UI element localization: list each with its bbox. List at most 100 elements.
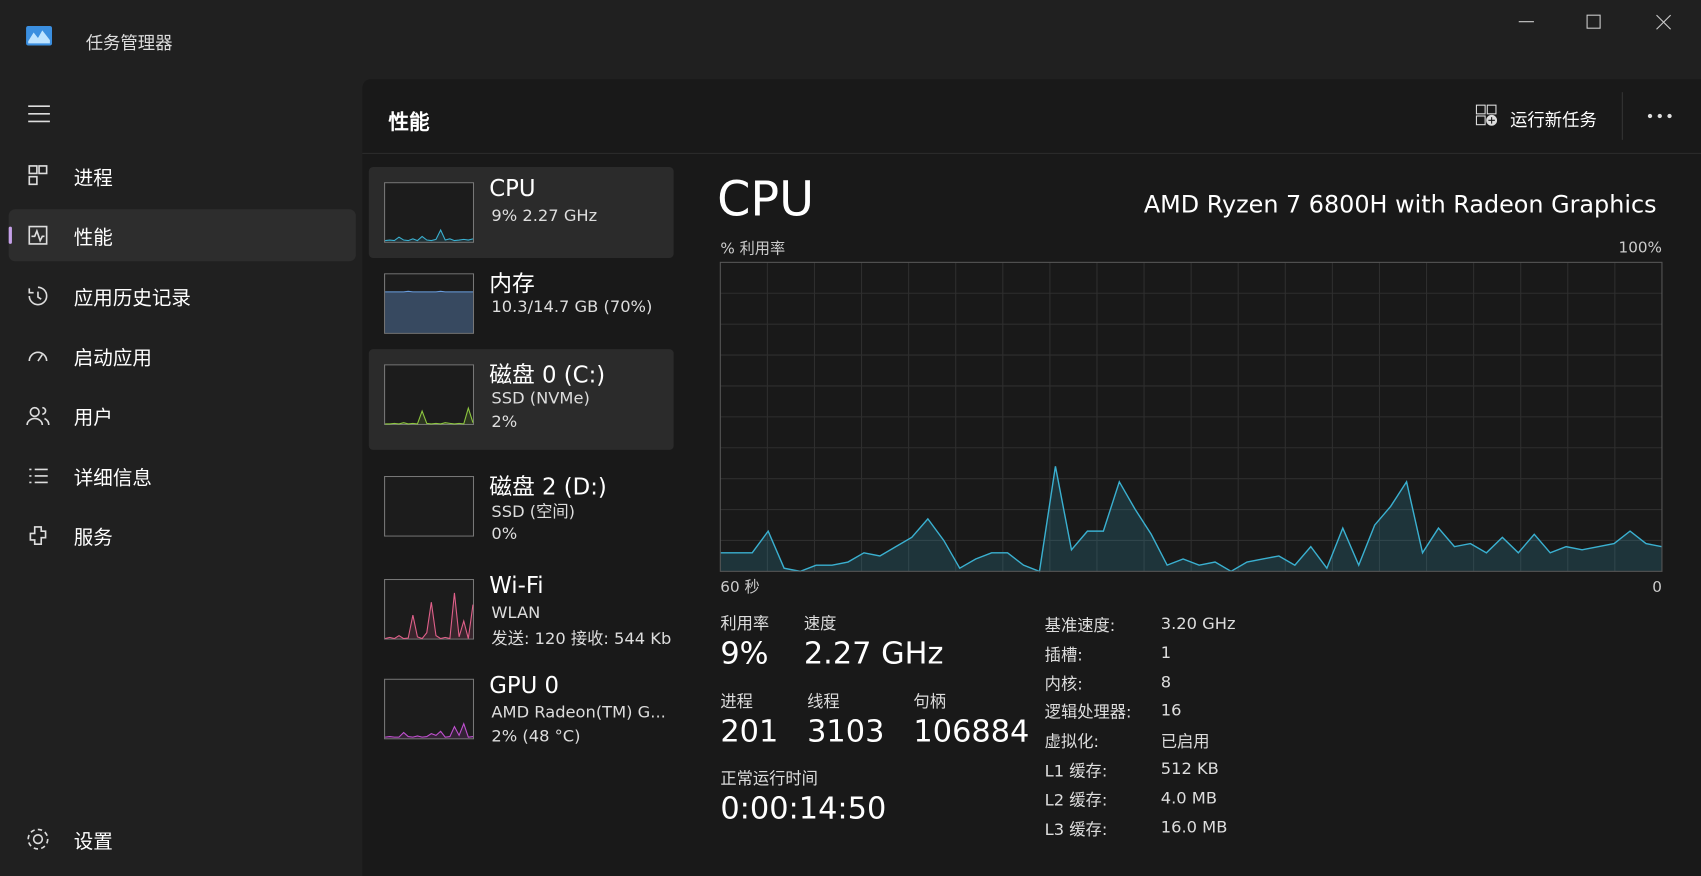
stat-label: 速度 xyxy=(803,613,837,634)
cpu-line xyxy=(720,466,1663,573)
page-title: 性能 xyxy=(388,110,430,135)
spec-label: L2 缓存: xyxy=(1044,790,1108,810)
thumbnail-chart xyxy=(384,678,475,740)
divider xyxy=(1621,92,1623,140)
nav-label: 启动应用 xyxy=(73,346,152,370)
device-name: 磁盘 2 (D:) xyxy=(489,473,607,500)
thumbnail-chart xyxy=(384,578,475,640)
thumbnail-line xyxy=(385,406,474,425)
x-tick-label: 60 秒 xyxy=(720,578,759,596)
device-card[interactable]: CPU 9% 2.27 GHz xyxy=(368,166,674,259)
y-tick-label: 100% xyxy=(1619,239,1662,257)
spec-value: 16 xyxy=(1160,700,1182,721)
stat-value: 201 xyxy=(720,713,779,750)
device-detail: 10.3/14.7 GB (70%) xyxy=(491,297,653,317)
device-name: 磁盘 0 (C:) xyxy=(489,362,606,389)
cpu-model: AMD Ryzen 7 6800H with Radeon Graphics xyxy=(1143,191,1657,220)
run-task-icon xyxy=(1475,104,1498,126)
nav-item[interactable]: 服务 xyxy=(9,509,356,561)
more-button[interactable] xyxy=(1647,112,1673,121)
thumbnail-line xyxy=(385,228,474,242)
device-card[interactable]: 内存 10.3/14.7 GB (70%) xyxy=(369,267,674,347)
device-detail: 2% (48 °C) xyxy=(491,726,581,746)
thumbnail-line xyxy=(385,722,474,738)
nav-item[interactable]: 进程 xyxy=(9,150,356,202)
spec-value: 已启用 xyxy=(1160,732,1210,752)
spec-label: 虚拟化: xyxy=(1044,732,1099,752)
device-card[interactable]: 磁盘 2 (D:) SSD (空间) 0% xyxy=(369,461,674,548)
cpu-chart: 100% 60 秒 0 xyxy=(719,239,1663,596)
spec-label: 逻辑处理器: xyxy=(1044,702,1132,723)
stat-label: 句柄 xyxy=(913,691,946,712)
stat-value: 106884 xyxy=(913,713,1030,750)
window-controls[interactable] xyxy=(1508,9,1682,39)
nav-item[interactable]: 性能 xyxy=(8,209,356,262)
device-card[interactable]: 磁盘 0 (C:) SSD (NVMe) 2% xyxy=(368,349,674,450)
thumbnail-frame xyxy=(384,273,475,334)
thumbnail-frame xyxy=(384,475,475,537)
thumbnail-line xyxy=(384,592,474,640)
detail-title: CPU xyxy=(717,172,815,228)
stat-value: 3103 xyxy=(807,713,885,750)
device-detail: SSD (空间) xyxy=(491,501,576,522)
spec-value: 512 KB xyxy=(1160,758,1219,779)
device-detail: WLAN xyxy=(491,602,541,623)
spec-value: 4.0 MB xyxy=(1160,787,1218,808)
app-icon xyxy=(26,26,53,46)
nav-icon xyxy=(28,165,48,186)
device-name: Wi-Fi xyxy=(489,572,544,599)
spec-value: 3.20 GHz xyxy=(1160,613,1236,634)
nav-label: 服务 xyxy=(73,526,113,550)
thumbnail-area xyxy=(385,592,473,639)
stat-label: 正常运行时间 xyxy=(720,768,818,789)
thumbnail-frame xyxy=(384,182,475,243)
stat-label: 利用率 xyxy=(720,613,770,634)
nav-item[interactable]: 用户 xyxy=(9,389,356,441)
device-name: CPU xyxy=(489,175,536,202)
thumbnail-chart xyxy=(384,475,475,537)
y-label: % 利用率 xyxy=(720,240,786,259)
device-name: GPU 0 xyxy=(489,672,560,699)
run-new-task[interactable]: 运行新任务 xyxy=(1510,109,1597,131)
nav-label: 详细信息 xyxy=(73,466,152,490)
thumbnail-chart xyxy=(384,273,475,334)
device-card[interactable]: GPU 0 AMD Radeon(TM) G... 2% (48 °C) xyxy=(369,664,674,751)
nav-icon xyxy=(28,351,48,362)
spec-value: 8 xyxy=(1160,671,1172,692)
window-title: 任务管理器 xyxy=(85,32,173,54)
plot-frame xyxy=(719,261,1663,572)
nav-label: 设置 xyxy=(73,830,113,854)
nav-label: 进程 xyxy=(73,166,113,190)
nav-item[interactable]: 详细信息 xyxy=(9,449,356,501)
thumbnail-chart xyxy=(384,364,475,425)
nav-icon xyxy=(26,407,50,426)
device-card[interactable]: Wi-Fi WLAN 发送: 120 接收: 544 Kb xyxy=(369,564,674,651)
device-detail: 9% 2.27 GHz xyxy=(491,205,598,226)
separator xyxy=(362,152,1701,154)
nav-icon xyxy=(29,468,48,483)
nav-label: 用户 xyxy=(73,406,113,430)
device-detail: SSD (NVMe) xyxy=(491,388,590,408)
nav-label: 性能 xyxy=(73,226,113,250)
nav-icon xyxy=(28,286,48,305)
thumbnail-frame xyxy=(384,364,475,425)
menu-button[interactable] xyxy=(27,104,51,124)
device-name: 内存 xyxy=(489,271,535,298)
device-detail: 发送: 120 接收: 544 Kb xyxy=(491,628,672,649)
thumbnail-area xyxy=(385,291,473,333)
stat-value: 9% xyxy=(720,635,769,672)
stat-label: 进程 xyxy=(720,691,753,712)
spec-label: 基准速度: xyxy=(1044,615,1116,636)
stat-label: 线程 xyxy=(807,691,840,712)
thumbnail-chart xyxy=(384,182,475,243)
nav-icon xyxy=(28,226,48,246)
nav-settings[interactable]: 设置 xyxy=(9,813,356,865)
spec-value: 1 xyxy=(1160,642,1172,663)
nav-item[interactable]: 应用历史记录 xyxy=(9,270,356,322)
nav-label: 应用历史记录 xyxy=(73,286,191,310)
nav-indicator xyxy=(8,226,12,245)
device-detail: 0% xyxy=(491,523,518,544)
nav-item[interactable]: 启动应用 xyxy=(9,329,356,381)
